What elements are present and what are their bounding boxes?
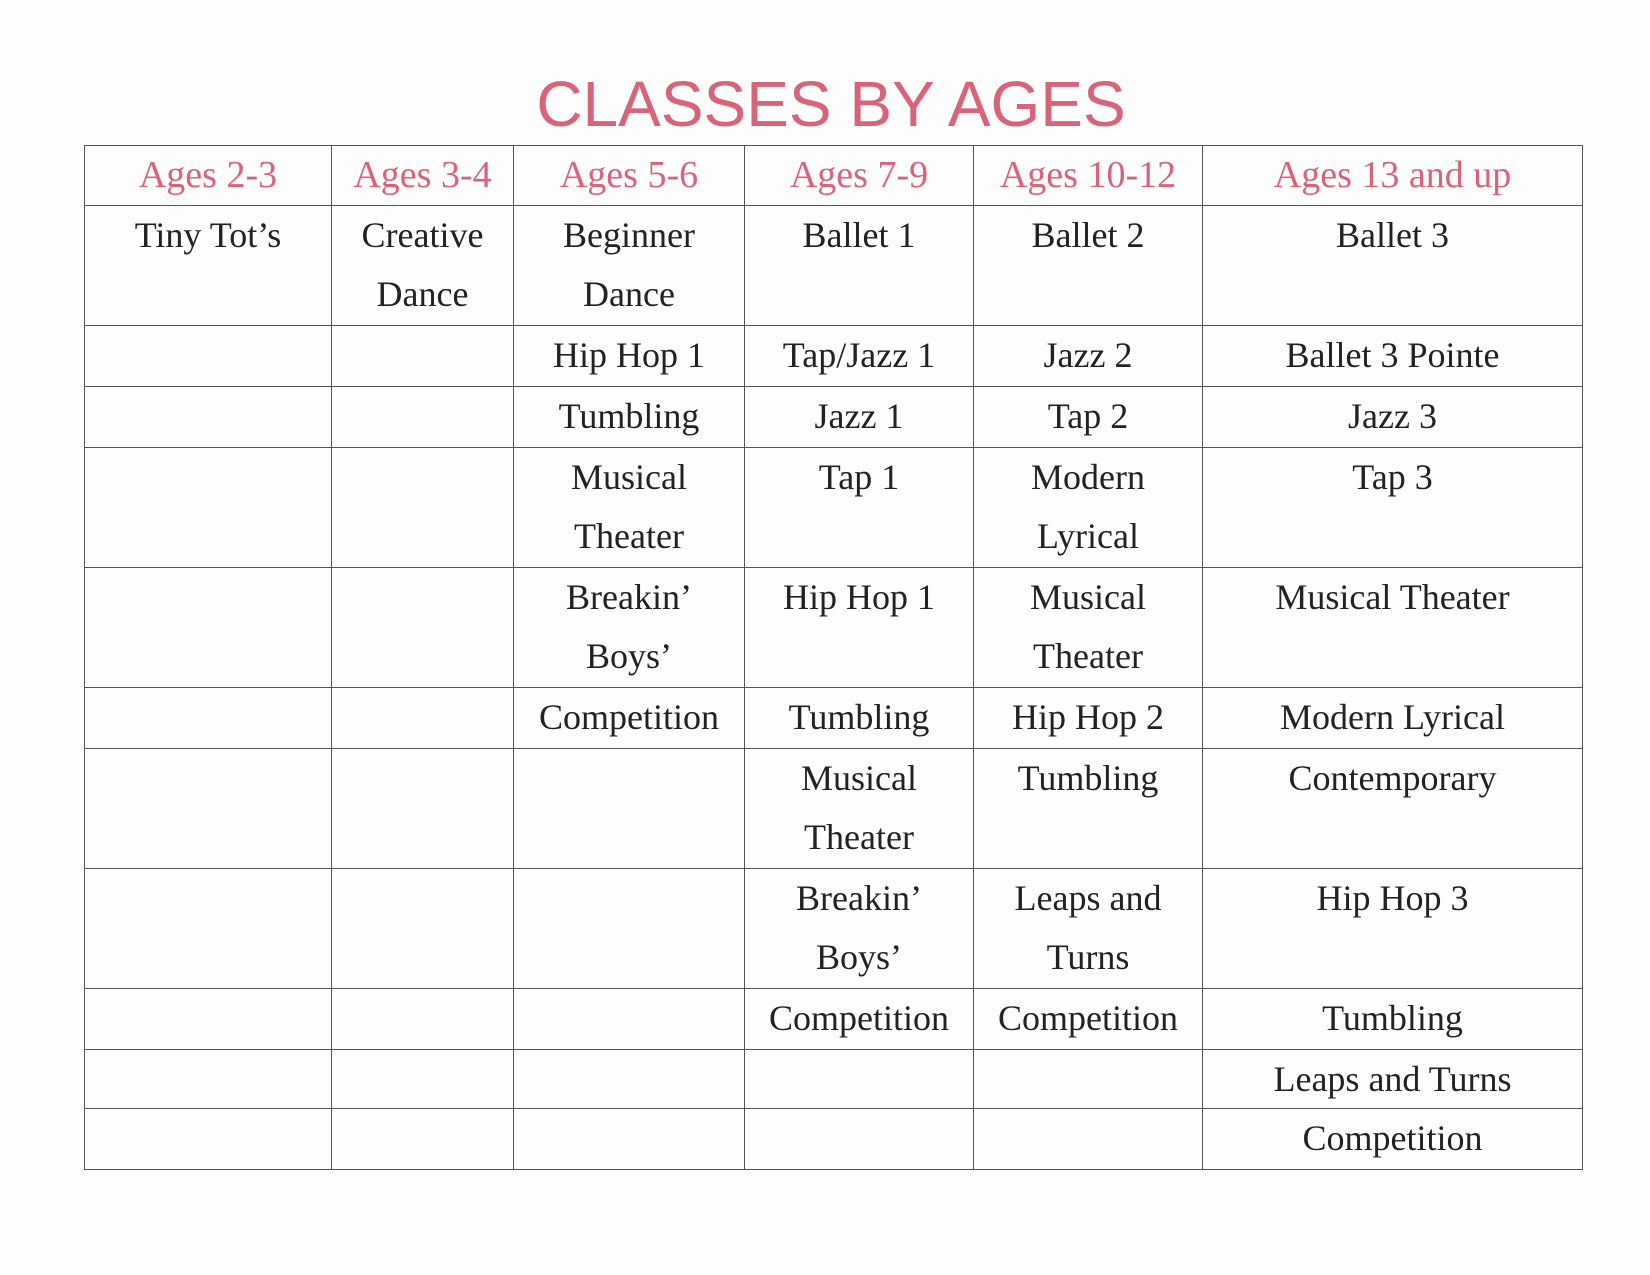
table-cell: Hip Hop 2 xyxy=(974,688,1203,749)
table-cell xyxy=(85,568,332,688)
table-cell xyxy=(745,1050,974,1109)
table-cell xyxy=(332,1109,514,1169)
table-cell: Musical Theater xyxy=(514,448,745,568)
table-cell: Breakin’ Boys’ xyxy=(745,869,974,989)
table-cell xyxy=(332,448,514,568)
table-cell: Hip Hop 1 xyxy=(514,326,745,387)
table-cell: Musical Theater xyxy=(1203,568,1582,688)
table-cell: Tumbling xyxy=(974,749,1203,869)
table-cell: Contemporary xyxy=(1203,749,1582,869)
table-cell xyxy=(514,749,745,869)
table-cell: Musical Theater xyxy=(745,749,974,869)
table-cell xyxy=(332,869,514,989)
table-cell xyxy=(514,1109,745,1169)
table-cell: Hip Hop 1 xyxy=(745,568,974,688)
table-cell: Leaps and Turns xyxy=(974,869,1203,989)
table-cell xyxy=(514,869,745,989)
table-cell xyxy=(85,688,332,749)
table-cell: Modern Lyrical xyxy=(974,448,1203,568)
table-cell: Modern Lyrical xyxy=(1203,688,1582,749)
column-header: Ages 2-3 xyxy=(85,146,332,206)
table-cell: Ballet 3 Pointe xyxy=(1203,326,1582,387)
column-header: Ages 10-12 xyxy=(974,146,1203,206)
column-header: Ages 3-4 xyxy=(332,146,514,206)
table-cell: Competition xyxy=(745,989,974,1050)
table-cell xyxy=(85,326,332,387)
table-cell xyxy=(85,1109,332,1169)
table-cell: Tumbling xyxy=(745,688,974,749)
table-cell: Competition xyxy=(514,688,745,749)
table-cell: Beginner Dance xyxy=(514,206,745,326)
table-cell: Musical Theater xyxy=(974,568,1203,688)
table-cell xyxy=(85,869,332,989)
table-cell: Jazz 1 xyxy=(745,387,974,448)
table-cell: Tap 1 xyxy=(745,448,974,568)
table-cell xyxy=(514,1050,745,1109)
table-cell: Tap 2 xyxy=(974,387,1203,448)
column-header: Ages 13 and up xyxy=(1203,146,1582,206)
table-cell xyxy=(514,989,745,1050)
table-cell xyxy=(332,326,514,387)
table-cell xyxy=(974,1050,1203,1109)
table-cell: Ballet 1 xyxy=(745,206,974,326)
table-cell: Jazz 2 xyxy=(974,326,1203,387)
table-cell xyxy=(332,989,514,1050)
table-cell xyxy=(85,448,332,568)
table-cell xyxy=(85,387,332,448)
table-cell xyxy=(332,688,514,749)
page-title: CLASSES BY AGES xyxy=(536,68,1126,140)
table-cell: Competition xyxy=(974,989,1203,1050)
table-cell: Ballet 3 xyxy=(1203,206,1582,326)
table-cell xyxy=(332,568,514,688)
table-cell: Hip Hop 3 xyxy=(1203,869,1582,989)
table-cell: Competition xyxy=(1302,1118,1483,1158)
table-cell xyxy=(974,1109,1203,1169)
table-cell: Tumbling xyxy=(514,387,745,448)
table-cell xyxy=(745,1109,974,1169)
table-cell: Jazz 3 xyxy=(1203,387,1582,448)
table-cell xyxy=(85,749,332,869)
table-cell: Creative Dance xyxy=(332,206,514,326)
table-cell: Tiny Tot’s xyxy=(85,206,332,326)
table-cell: Leaps and Turns xyxy=(1203,1050,1582,1109)
table-cell xyxy=(332,749,514,869)
column-header: Ages 7-9 xyxy=(745,146,974,206)
table-cell xyxy=(332,387,514,448)
table-cell xyxy=(332,1050,514,1109)
table-cell: Ballet 2 xyxy=(974,206,1203,326)
table-cell: Breakin’ Boys’ xyxy=(514,568,745,688)
table-cell: Tumbling xyxy=(1203,989,1582,1050)
table-cell: Tap 3 xyxy=(1203,448,1582,568)
table-cell xyxy=(85,1050,332,1109)
column-header: Ages 5-6 xyxy=(514,146,745,206)
table-cell xyxy=(85,989,332,1050)
classes-table: Ages 2-3 Ages 3-4 Ages 5-6 Ages 7-9 Ages 10-… xyxy=(84,145,1583,1170)
table-cell: Tap/Jazz 1 xyxy=(745,326,974,387)
